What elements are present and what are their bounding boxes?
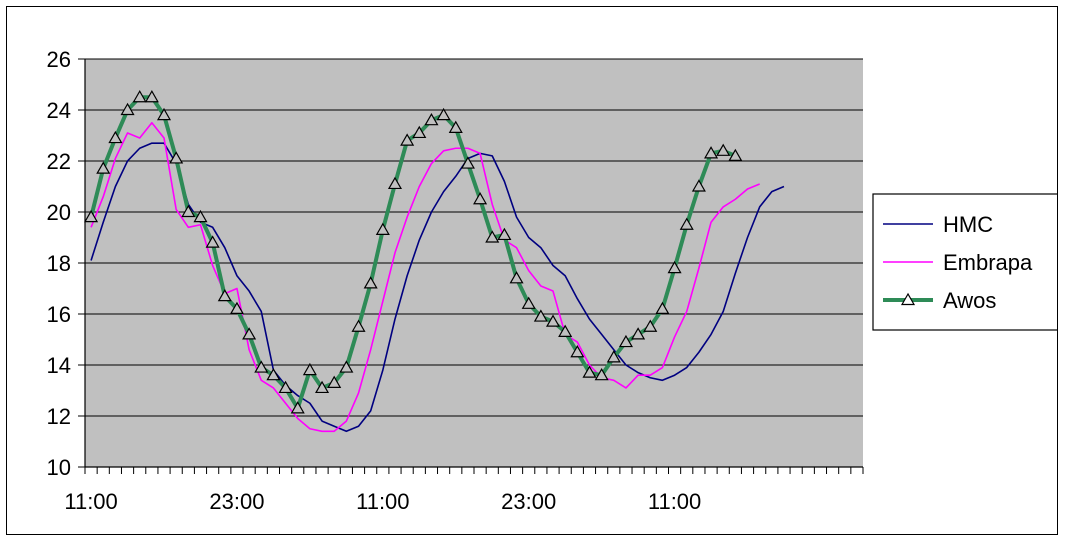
data-point: [412, 125, 427, 139]
legend: HMC Embrapa Awos: [872, 193, 1057, 331]
data-point: [533, 309, 548, 322]
x-tick-label: 11:00: [648, 489, 701, 514]
data-point: [460, 156, 475, 169]
data-point: [400, 133, 415, 146]
data-point: [424, 112, 439, 126]
data-point: [315, 380, 330, 394]
data-point: [704, 146, 719, 159]
data-point: [96, 161, 111, 174]
chart-frame: 11:00 23:00 11:00 23:00 11:00 10 12 14 16 18 20 22…: [6, 6, 1058, 535]
legend-item-embrapa: Embrapa: [883, 250, 1033, 275]
data-point: [375, 222, 390, 235]
data-point: [716, 143, 731, 156]
legend-marker: [900, 292, 916, 306]
data-point: [618, 334, 633, 348]
y-tick-label: 14: [47, 353, 71, 378]
data-point: [229, 301, 244, 314]
data-point: [436, 107, 451, 121]
series-hmc: [90, 142, 785, 433]
x-tick-label: 11:00: [356, 489, 409, 514]
legend-label: Embrapa: [943, 250, 1033, 275]
legend-item-hmc: HMC: [883, 212, 993, 237]
data-point: [691, 179, 706, 192]
data-point: [290, 401, 305, 414]
line-chart: 11:00 23:00 11:00 23:00 11:00 10 12 14 16 18 20 22…: [47, 47, 1057, 514]
data-point: [351, 319, 366, 332]
y-tick-label: 26: [47, 47, 71, 72]
data-point: [339, 360, 354, 373]
y-tick-label: 22: [47, 149, 71, 174]
data-point: [473, 192, 488, 205]
legend-label: Awos: [943, 288, 996, 313]
data-point: [728, 148, 743, 161]
data-point: [156, 107, 172, 121]
y-axis-ticks: 10 12 14 16 18 20 22 24 26: [47, 47, 85, 480]
axes: [84, 59, 863, 468]
y-tick-label: 10: [47, 455, 71, 480]
data-point: [570, 345, 585, 358]
y-tick-label: 20: [47, 200, 71, 225]
data-point: [120, 102, 135, 116]
data-point: [509, 271, 524, 284]
data-point: [521, 296, 536, 309]
data-point: [217, 288, 232, 302]
data-point: [327, 375, 342, 388]
data-point: [448, 120, 463, 133]
data-point: [594, 367, 609, 381]
data-point: [497, 227, 512, 241]
series-awos: [84, 90, 743, 414]
data-point: [169, 151, 184, 164]
data-point: [545, 314, 561, 327]
data-point: [254, 360, 269, 373]
x-tick-label: 23:00: [209, 489, 264, 514]
series-line-hmc: [90, 142, 785, 433]
data-point: [631, 327, 646, 340]
data-point: [193, 209, 208, 223]
series-line-embrapa: [90, 121, 760, 433]
data-point: [655, 301, 670, 314]
data-point: [205, 235, 220, 248]
data-point: [242, 327, 257, 340]
y-tick-label: 16: [47, 302, 71, 327]
data-point: [558, 324, 573, 337]
data-point: [108, 130, 123, 144]
gridlines: [85, 58, 863, 417]
y-tick-label: 24: [47, 98, 71, 123]
legend-item-awos: Awos: [883, 288, 996, 313]
data-point: [181, 204, 196, 218]
y-tick-label: 12: [47, 404, 71, 429]
x-tick-label: 23:00: [501, 489, 556, 514]
legend-label: HMC: [943, 212, 993, 237]
data-point: [144, 90, 159, 103]
data-point: [278, 380, 293, 394]
x-tick-label: 11:00: [64, 489, 117, 514]
data-point: [582, 365, 597, 378]
data-point: [387, 176, 403, 190]
data-point: [84, 209, 99, 223]
y-tick-label: 18: [47, 251, 71, 276]
data-point: [132, 90, 147, 103]
data-point: [266, 367, 281, 381]
data-point: [679, 217, 694, 230]
data-point: [485, 230, 500, 243]
series-layer: [84, 90, 785, 433]
series-embrapa: [90, 121, 760, 433]
data-point: [606, 350, 621, 363]
data-point: [302, 362, 317, 376]
data-point: [643, 319, 658, 332]
x-axis-ticks: 11:00 23:00 11:00 23:00 11:00: [64, 467, 864, 514]
data-point: [667, 260, 682, 274]
data-point: [363, 276, 378, 289]
